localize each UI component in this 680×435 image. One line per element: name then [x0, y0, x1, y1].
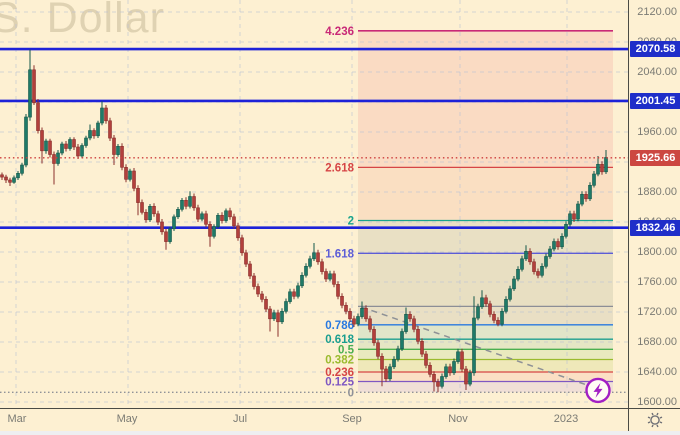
svg-text:4.236: 4.236 — [325, 26, 354, 38]
alert-price-label[interactable]: 2001.45 — [630, 92, 680, 109]
svg-text:0.5: 0.5 — [338, 344, 355, 356]
time-tick: May — [116, 413, 138, 425]
svg-text:0.786: 0.786 — [325, 320, 354, 332]
svg-text:1.618: 1.618 — [325, 248, 354, 260]
price-tick: 1680.00 — [637, 335, 677, 348]
price-tick: 1640.00 — [637, 365, 677, 378]
svg-text:0: 0 — [348, 387, 354, 399]
price-tick: 1720.00 — [637, 305, 677, 318]
svg-text:2.618: 2.618 — [325, 162, 354, 174]
price-tick: 1600.00 — [637, 395, 677, 408]
price-tick: 1880.00 — [637, 185, 677, 198]
alert-price-label[interactable]: 1832.46 — [630, 219, 680, 236]
gear-icon[interactable] — [646, 411, 664, 429]
price-tick: 1960.00 — [637, 125, 677, 138]
price-tick: 2120.00 — [637, 5, 677, 18]
chart-settings-corner[interactable] — [628, 408, 680, 431]
price-chart-pane[interactable]: S. Dollar 0 0.125 0.236 0.382 0.5 0.618 0.786 1… — [0, 0, 628, 408]
window-edge-strip — [0, 431, 680, 435]
price-axis[interactable]: 2120.002080.002040.002000.001960.001920.… — [628, 0, 680, 408]
current-price-label[interactable]: 1925.66 — [630, 149, 680, 166]
price-tick: 1760.00 — [637, 275, 677, 288]
time-tick: Sep — [342, 413, 362, 425]
svg-text:0.618: 0.618 — [325, 334, 354, 346]
alert-price-label[interactable]: 2070.58 — [630, 41, 680, 58]
time-tick: Mar — [7, 413, 27, 425]
svg-text:0.236: 0.236 — [325, 367, 354, 379]
time-tick: Jul — [232, 413, 248, 425]
lightning-icon — [593, 382, 603, 398]
time-tick: Nov — [448, 413, 468, 425]
flash-badge[interactable] — [585, 377, 611, 404]
price-tick: 1800.00 — [637, 245, 677, 258]
price-tick: 2040.00 — [637, 65, 677, 78]
svg-text:2: 2 — [348, 216, 354, 228]
svg-text:0.125: 0.125 — [325, 377, 354, 389]
time-tick: 2023 — [553, 413, 579, 425]
time-axis[interactable]: Mar May Jul Sep Nov 2023 — [0, 408, 628, 431]
svg-text:0.382: 0.382 — [325, 355, 354, 367]
